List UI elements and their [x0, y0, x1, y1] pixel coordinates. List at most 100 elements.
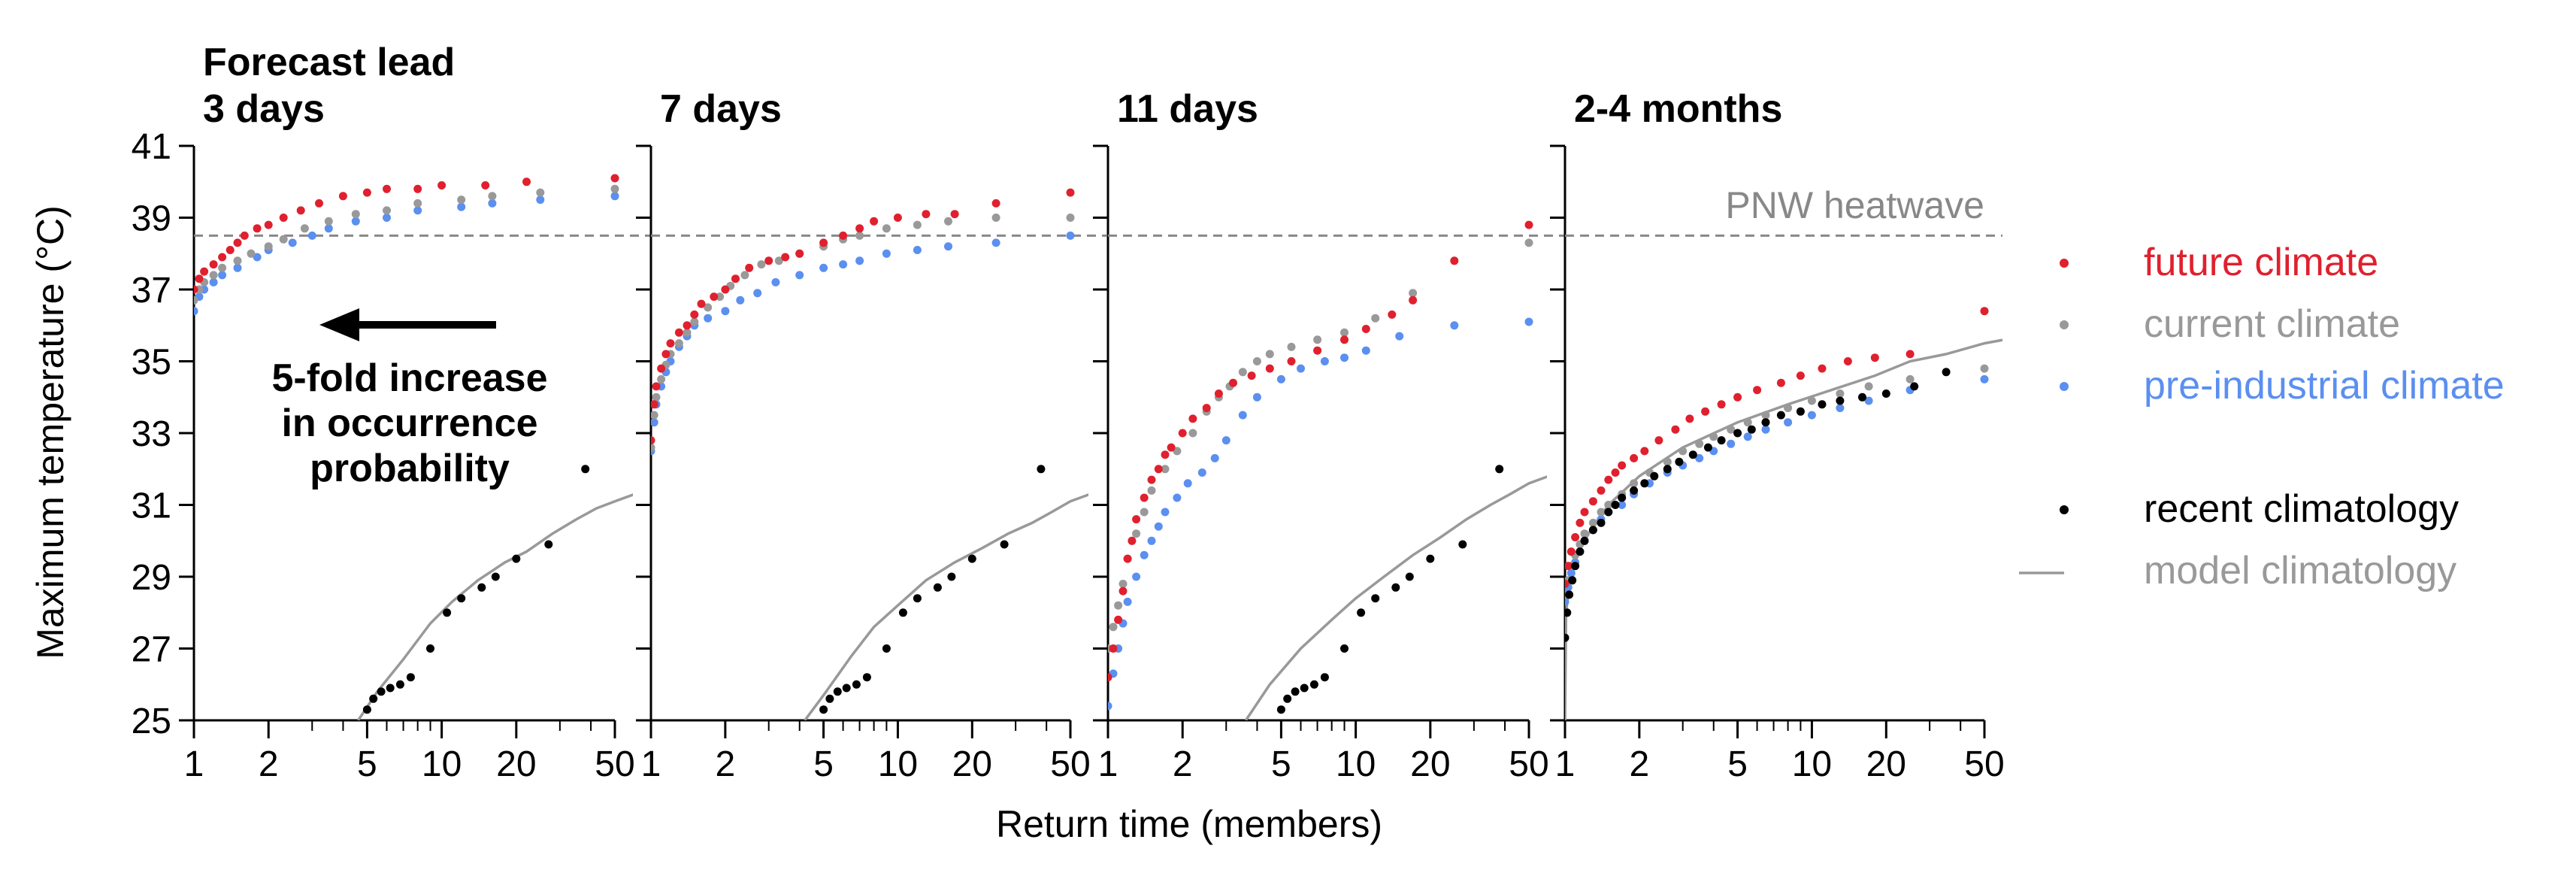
pre-industrial-climate-point: [1147, 536, 1156, 545]
future-climate-point: [1565, 562, 1573, 571]
recent-climatology-point: [842, 683, 851, 693]
recent-climatology-point: [898, 608, 907, 617]
pre-industrial-climate-point: [1727, 439, 1736, 448]
future-climate-point: [1597, 486, 1606, 495]
current-climate-point: [194, 296, 198, 305]
x-tick-label: 5: [1727, 744, 1748, 784]
legend: future climate current climate pre-industr…: [2019, 241, 2505, 593]
pre-industrial-climate-point: [209, 277, 218, 286]
recent-climatology-point: [1300, 683, 1309, 693]
current-climate-point: [1109, 623, 1118, 632]
future-climate-point: [1178, 429, 1187, 438]
future-climate-point: [1132, 515, 1141, 524]
current-climate-point: [1743, 418, 1752, 427]
future-climate-point: [1247, 371, 1256, 380]
x-tick-label: 5: [813, 744, 834, 784]
future-climate-point: [279, 214, 288, 222]
pre-industrial-climate-point: [536, 195, 545, 205]
current-climate-point: [1663, 457, 1672, 466]
future-climate-point: [1066, 188, 1075, 197]
future-climate-point: [296, 206, 305, 215]
pre-industrial-climate-point: [218, 271, 227, 280]
future-climate-point: [1671, 425, 1680, 434]
recent-climatology-point: [1611, 501, 1620, 509]
future-climate-point: [1265, 364, 1274, 373]
recent-climatology-point: [477, 583, 486, 592]
current-climate-point: [1695, 439, 1704, 448]
current-climate-point: [383, 206, 391, 215]
y-tick-label: 25: [132, 702, 171, 741]
y-tick-label: 41: [132, 127, 171, 167]
recent-climatology-point: [1663, 465, 1672, 474]
current-climate-point: [1864, 382, 1873, 391]
pre-industrial-climate-point: [1173, 493, 1182, 502]
current-climate-point: [1784, 404, 1793, 413]
recent-climatology-point: [1565, 633, 1570, 642]
recent-climatology-point: [1604, 508, 1613, 517]
future-climate-point: [1611, 468, 1620, 477]
current-climate-point: [683, 328, 692, 337]
pre-industrial-climate-point: [1108, 702, 1112, 711]
future-climate-point: [1565, 580, 1570, 588]
recent-climatology-point: [1858, 392, 1866, 402]
pre-industrial-climate-point: [1066, 231, 1075, 240]
legend-label-recent-climatology: recent climatology: [2144, 487, 2459, 531]
x-tick-label: 20: [952, 744, 992, 784]
x-tick-label: 1: [184, 744, 204, 784]
future-climate-point: [855, 224, 864, 233]
current-climate-point: [704, 303, 713, 312]
recent-climatology-point: [1283, 694, 1292, 703]
recent-climatology-point: [1688, 450, 1697, 459]
future-climate-point: [651, 400, 658, 409]
x-tick-label: 50: [595, 744, 634, 784]
x-tick-label: 1: [1098, 744, 1118, 784]
y-tick-label: 35: [132, 343, 171, 383]
future-climate-point: [1147, 475, 1156, 484]
annotation-line-2: in occurrence: [281, 402, 537, 445]
current-climate-point: [279, 235, 288, 244]
recent-climatology-point: [1910, 382, 1919, 391]
pre-industrial-climate-point: [413, 206, 422, 215]
recent-climatology-point: [947, 572, 956, 581]
recent-climatology-point: [1495, 465, 1504, 474]
panel-3: 1 2 5 10 20 50 11 days: [1093, 87, 1565, 784]
recent-climatology-point: [377, 687, 386, 696]
future-climate-point: [362, 188, 371, 197]
pre-industrial-climate-point: [324, 224, 333, 233]
future-climate-point: [839, 231, 848, 240]
pre-industrial-climate-point: [1618, 501, 1627, 509]
y-tick-label: 39: [132, 199, 171, 239]
pre-industrial-climate-point: [1161, 508, 1170, 517]
recent-climatology-point: [491, 572, 500, 581]
recent-climatology-point: [362, 705, 371, 714]
x-tick-label: 5: [357, 744, 377, 784]
current-climate-point: [652, 392, 661, 402]
current-climate-point: [1588, 518, 1597, 527]
panel-4: 1 2 5 10 20 50 2-4 months: [1550, 87, 2005, 784]
panel-2: 1 2 5 10 20 50 7 days: [636, 87, 1106, 784]
recent-climatology-point: [1650, 471, 1659, 480]
pre-industrial-climate-point: [1154, 522, 1163, 531]
recent-climatology-point: [1568, 576, 1577, 585]
current-climate-point: [757, 260, 766, 269]
future-climate-point: [657, 364, 666, 373]
recent-climatology-point: [443, 608, 452, 617]
x-tick-label: 2: [716, 744, 736, 784]
pre-industrial-climate-point: [1320, 357, 1329, 365]
future-climate-point: [1870, 353, 1879, 362]
model-climatology-line: [1565, 338, 2002, 720]
future-climate-point: [731, 274, 740, 283]
x-tick-label: 20: [1410, 744, 1450, 784]
recent-climatology-point: [862, 673, 871, 682]
future-climate-point: [1361, 325, 1370, 333]
recent-climatology-point: [1942, 368, 1951, 377]
recent-climatology-point: [833, 687, 842, 696]
future-climate-point: [233, 238, 242, 247]
pre-industrial-climate-point: [1807, 411, 1816, 420]
x-tick-label: 50: [1509, 744, 1548, 784]
pre-industrial-climate-point: [721, 307, 730, 316]
current-climate-point: [247, 249, 256, 258]
